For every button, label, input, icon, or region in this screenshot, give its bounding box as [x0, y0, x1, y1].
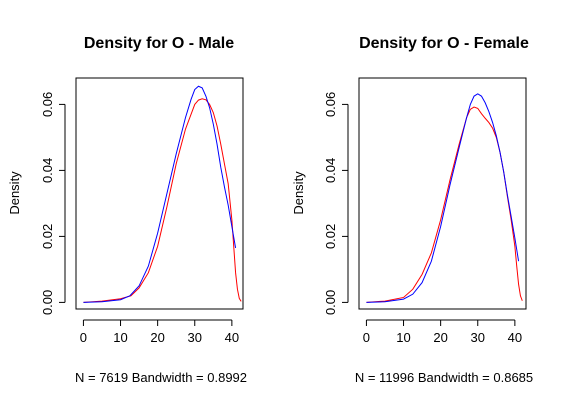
density-lines-female [366, 93, 523, 303]
x-axis-label-female: N = 11996 Bandwidth = 0.8685 [355, 370, 533, 385]
density-lines-male [83, 85, 242, 303]
x-tick-label: 0 [363, 330, 370, 345]
y-tick-label: 0.06 [40, 92, 55, 117]
red-density-line [366, 106, 523, 303]
y-tick-label: 0.04 [40, 158, 55, 183]
x-tick-label: 30 [471, 330, 485, 345]
panel-male: Density for O - Male Density N = 7619 Ba… [7, 35, 247, 385]
x-tick-label: 10 [113, 330, 127, 345]
x-tick-label: 30 [188, 330, 202, 345]
x-tick-label: 10 [396, 330, 410, 345]
y-tick-label: 0.00 [323, 290, 338, 315]
blue-density-line [366, 93, 520, 303]
x-tick-label: 40 [508, 330, 522, 345]
chart-title-female: Density for O - Female [359, 35, 529, 52]
x-axis-label-male: N = 7619 Bandwidth = 0.8992 [75, 370, 247, 385]
x-tick-label: 0 [80, 330, 87, 345]
y-axis-label-male: Density [7, 171, 22, 215]
x-tick-label: 20 [433, 330, 447, 345]
x-tick-label: 20 [150, 330, 164, 345]
panel-female: Density for O - Female Density N = 11996… [291, 35, 533, 385]
y-tick-label: 0.06 [323, 92, 338, 117]
plot-frame-male [75, 77, 244, 310]
y-tick-label: 0.02 [40, 224, 55, 249]
chart-title-male: Density for O - Male [84, 35, 234, 52]
plot-frame-female [358, 77, 527, 310]
y-tick-label: 0.00 [40, 290, 55, 315]
red-density-line [83, 98, 242, 303]
y-axis-label-female: Density [291, 171, 306, 215]
y-tick-label: 0.04 [323, 158, 338, 183]
axis-ticks-female: 0 10 20 30 40 0.00 0.02 0.04 0.06 [323, 92, 522, 345]
axis-ticks-male: 0 10 20 30 40 0.00 0.02 0.04 0.06 [40, 92, 239, 345]
blue-density-line [83, 85, 237, 303]
x-tick-label: 40 [225, 330, 239, 345]
y-tick-label: 0.02 [323, 224, 338, 249]
